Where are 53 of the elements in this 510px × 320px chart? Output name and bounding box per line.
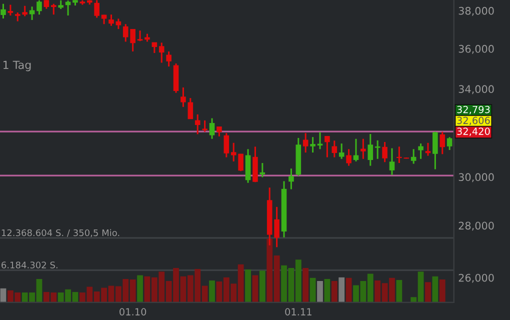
y-tick-label: 36,000 — [458, 44, 494, 54]
candlestick — [166, 50, 172, 68]
candlestick — [180, 86, 186, 108]
candlestick — [425, 142, 431, 156]
candlestick — [360, 138, 366, 160]
annotation: 1 Tag — [3, 60, 31, 72]
y-tick-label: 26,000 — [458, 274, 494, 283]
candlestick — [209, 118, 215, 140]
candlestick — [158, 42, 164, 64]
text: 32,606 — [457, 116, 490, 126]
candlestick — [418, 142, 424, 160]
candlestick — [324, 135, 330, 158]
candlestick — [108, 14, 114, 27]
candlestick — [202, 120, 208, 133]
candlestick — [188, 97, 194, 120]
candlestick — [382, 141, 388, 163]
y-tick-label: 30,000 — [458, 173, 494, 182]
candlestick — [152, 42, 158, 54]
y-tick-label: 34,000 — [458, 85, 494, 94]
candlestick — [101, 14, 107, 25]
candlestick — [410, 148, 416, 164]
candlestick — [116, 18, 122, 30]
x-tick-label: 01.10 — [120, 308, 146, 316]
candlestick — [94, 0, 100, 18]
candlestick — [36, 0, 42, 16]
candlestick — [8, 4, 14, 16]
candlestick — [353, 138, 359, 162]
candlestick — [446, 136, 452, 151]
candlestick — [332, 140, 338, 158]
candlestick — [338, 142, 344, 160]
candlestick — [368, 133, 374, 167]
candlestick — [216, 126, 222, 138]
candlestick — [346, 148, 352, 167]
candlestick — [137, 30, 143, 42]
x-tick-label: 01.11 — [285, 308, 312, 316]
ref-line-label: 6.184.302 S. — [2, 262, 58, 268]
candlestick — [432, 131, 438, 170]
ref-line-label: 12.368.604 S. / 350,5 Mio. — [2, 229, 120, 238]
candlestick — [389, 147, 395, 176]
candlestick — [0, 3, 6, 20]
candlestick — [50, 3, 56, 16]
candlestick — [288, 168, 294, 190]
candlestick — [310, 136, 316, 154]
candlestick — [260, 162, 266, 178]
y-tick-label: 28,000 — [458, 222, 494, 231]
candlestick — [302, 132, 308, 154]
candlestick — [194, 114, 200, 135]
candlestick — [29, 6, 35, 21]
y-tick-label: 38,000 — [458, 6, 494, 16]
candlestick — [440, 131, 446, 155]
text: 32,793 — [457, 106, 490, 114]
candlestick — [224, 132, 230, 158]
text: 32,420 — [457, 128, 490, 136]
